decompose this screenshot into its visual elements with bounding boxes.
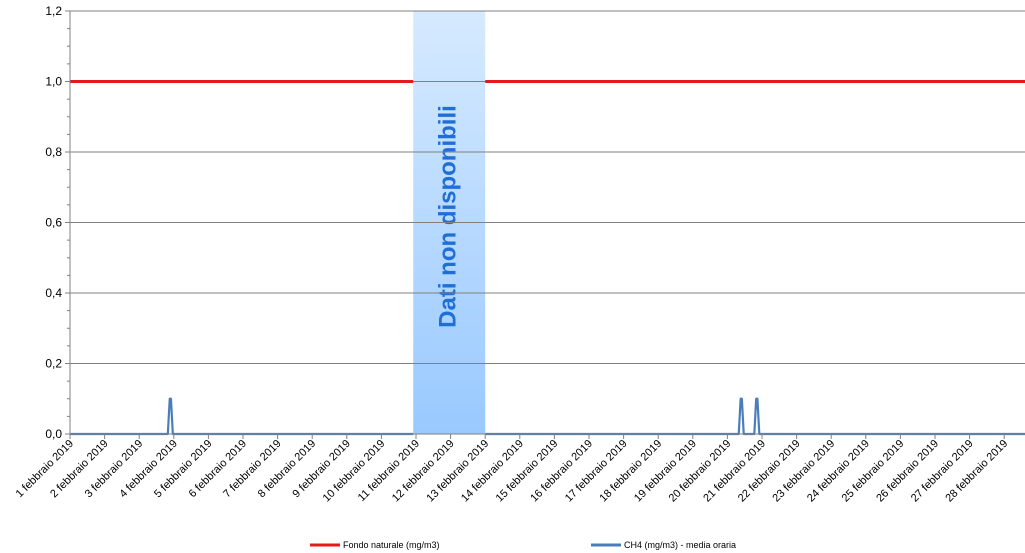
y-tick-label: 0,0 xyxy=(45,427,62,441)
x-tick-label: 22 febbraio 2019 xyxy=(736,438,803,505)
series-ch4-line xyxy=(70,397,414,436)
y-tick-label: 1,0 xyxy=(45,75,62,89)
x-tick-label: 25 febbraio 2019 xyxy=(840,438,907,505)
legend: Fondo naturale (mg/m3) CH4 (mg/m3) - medi… xyxy=(310,540,736,550)
x-tick-label: 24 febbraio 2019 xyxy=(805,438,872,505)
x-tick-label: 13 febbraio 2019 xyxy=(424,438,491,505)
x-tick-label: 14 febbraio 2019 xyxy=(459,438,526,505)
x-tick-label: 15 febbraio 2019 xyxy=(494,438,561,505)
x-tick-label: 12 febbraio 2019 xyxy=(390,438,457,505)
y-tick-label: 1,2 xyxy=(45,4,62,18)
unavailable-band-label: Dati non disponibili xyxy=(435,105,462,328)
x-tick-label: 19 febbraio 2019 xyxy=(632,438,699,505)
x-tick-label: 23 febbraio 2019 xyxy=(770,438,837,505)
x-tick-label: 18 febbraio 2019 xyxy=(597,438,664,505)
series-ch4-line xyxy=(485,397,1025,436)
y-tick-label: 0,8 xyxy=(45,145,62,159)
x-tick-label: 27 febbraio 2019 xyxy=(909,438,976,505)
x-tick-label: 21 febbraio 2019 xyxy=(701,438,768,505)
x-tick-label: 10 febbraio 2019 xyxy=(321,438,388,505)
gridlines xyxy=(70,10,1025,364)
x-tick-label: 26 febbraio 2019 xyxy=(874,438,941,505)
x-tick-label: 1 febbraio 2019 xyxy=(14,438,77,501)
x-tick-label: 16 febbraio 2019 xyxy=(528,438,595,505)
legend-ch4-label: CH4 (mg/m3) - media oraria xyxy=(624,540,736,550)
x-tick-label: 11 febbraio 2019 xyxy=(356,438,422,504)
legend-fondo-naturale-label: Fondo naturale (mg/m3) xyxy=(343,540,440,550)
y-tick-label: 0,2 xyxy=(45,357,62,371)
series xyxy=(70,80,1025,436)
y-tick-label: 0,4 xyxy=(45,286,62,300)
x-tick-label: 17 febbraio 2019 xyxy=(563,438,630,505)
x-tick-label: 20 febbraio 2019 xyxy=(667,438,734,505)
x-tick-label: 28 febbraio 2019 xyxy=(943,438,1010,505)
y-tick-label: 0,6 xyxy=(45,216,62,230)
